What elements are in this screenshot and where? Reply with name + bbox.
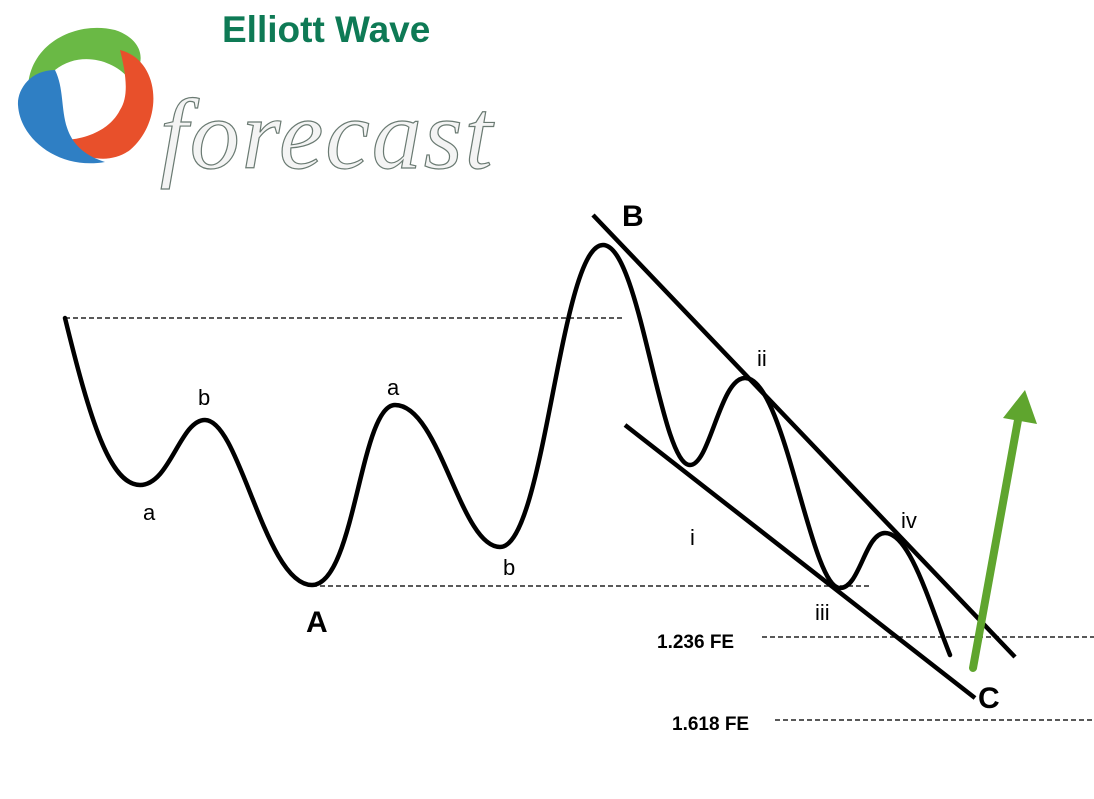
upper-channel-line (591, 213, 1017, 659)
lower-channel-line (623, 423, 977, 700)
label-wave-B: B (622, 200, 644, 233)
label-wave-ii: ii (757, 346, 767, 371)
logo-title: Elliott Wave (222, 9, 430, 50)
wave-path (62, 242, 953, 658)
label-fe-1236: 1.236 FE (657, 632, 734, 653)
label-start-b: b (198, 385, 210, 410)
label-wave-C: C (978, 682, 1000, 715)
label-wave-A: A (306, 606, 328, 639)
upward-arrow-icon (969, 390, 1037, 672)
label-second-a: a (387, 375, 400, 400)
logo-swirl-icon (17, 27, 154, 164)
label-wave-iv: iv (901, 508, 917, 533)
label-fe-1618: 1.618 FE (672, 714, 749, 735)
label-wave-iii: iii (815, 600, 830, 625)
label-second-b: b (503, 555, 515, 580)
logo-subtitle: forecast (160, 79, 495, 190)
logo: Elliott Wave forecast (17, 9, 495, 191)
label-wave-i: i (690, 525, 695, 550)
label-start-a: a (143, 500, 156, 525)
